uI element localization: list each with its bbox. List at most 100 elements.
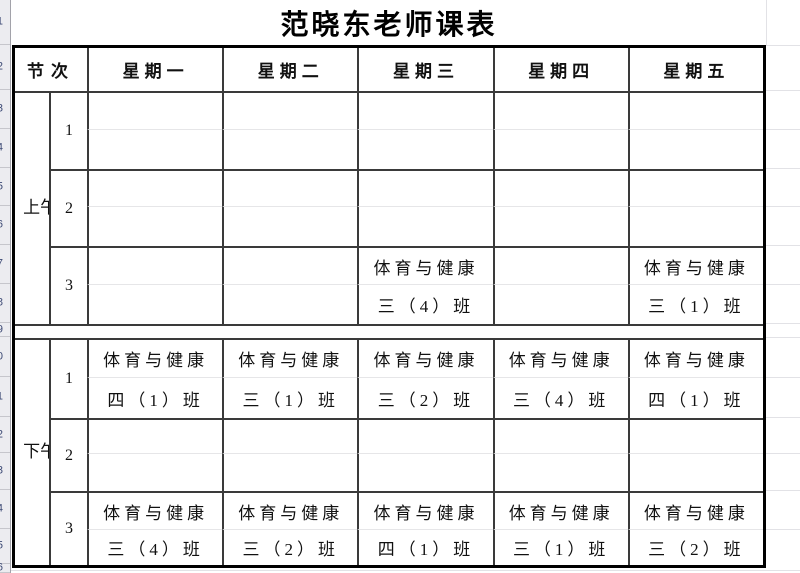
row-header[interactable]: 5 xyxy=(0,168,10,206)
schedule-cell[interactable] xyxy=(627,207,763,246)
schedule-cell[interactable] xyxy=(87,246,223,285)
gridline xyxy=(766,284,800,285)
schedule-cell[interactable] xyxy=(87,207,222,246)
row-header[interactable]: 11 xyxy=(0,377,10,417)
gridline xyxy=(766,0,767,45)
schedule-cell[interactable] xyxy=(222,169,358,207)
row-header[interactable]: 13 xyxy=(0,453,10,490)
section-label-pm[interactable]: 下午 xyxy=(15,338,49,565)
row-header[interactable]: 1 xyxy=(0,0,10,45)
row-header[interactable]: 16 xyxy=(0,562,10,573)
schedule-cell[interactable] xyxy=(492,285,628,324)
schedule-cell[interactable] xyxy=(222,246,358,285)
schedule-cell[interactable]: 三（4）班 xyxy=(492,378,628,418)
schedule-cell[interactable] xyxy=(357,169,493,207)
day-header-wed[interactable]: 星期三 xyxy=(357,48,492,91)
schedule-cell[interactable]: 体育与健康 xyxy=(492,338,628,378)
schedule-cell[interactable] xyxy=(357,418,493,454)
schedule-cell[interactable] xyxy=(222,91,358,130)
schedule-cell[interactable] xyxy=(357,207,492,246)
corner-header-cell[interactable]: 节次 xyxy=(27,62,75,81)
schedule-cell[interactable]: 体育与健康 xyxy=(222,338,358,378)
row-header[interactable]: 4 xyxy=(0,129,10,168)
row-header[interactable]: 14 xyxy=(0,490,10,529)
schedule-cell[interactable] xyxy=(87,418,223,454)
schedule-cell[interactable]: 三（2）班 xyxy=(627,530,763,565)
schedule-cell[interactable]: 四（1）班 xyxy=(627,378,763,418)
schedule-cell[interactable]: 体育与健康 xyxy=(627,491,763,530)
schedule-cell[interactable] xyxy=(492,169,628,207)
schedule-cell[interactable] xyxy=(492,418,628,454)
schedule-cell[interactable]: 三（2）班 xyxy=(222,530,357,565)
schedule-cell[interactable] xyxy=(87,91,223,130)
section-separator-row[interactable] xyxy=(15,324,763,338)
schedule-cell[interactable] xyxy=(627,130,763,169)
schedule-cell[interactable] xyxy=(87,169,223,207)
row-header[interactable]: 12 xyxy=(0,417,10,453)
period-number[interactable]: 1 xyxy=(49,91,87,169)
schedule-cell[interactable] xyxy=(222,207,357,246)
period-number[interactable]: 3 xyxy=(49,246,87,324)
row-header[interactable]: 10 xyxy=(0,337,10,377)
period-number[interactable]: 1 xyxy=(49,338,87,418)
row-header[interactable]: 6 xyxy=(0,206,10,245)
schedule-cell[interactable] xyxy=(87,130,222,169)
row-header[interactable]: 2 xyxy=(0,45,10,90)
row-header[interactable]: 7 xyxy=(0,245,10,284)
schedule-cell[interactable] xyxy=(222,418,358,454)
gridline xyxy=(766,245,800,246)
gridline xyxy=(766,417,800,418)
schedule-cell[interactable] xyxy=(492,454,628,491)
section-label-am[interactable]: 上午 xyxy=(15,91,49,324)
schedule-cell[interactable]: 体育与健康 xyxy=(627,246,763,285)
schedule-cell[interactable]: 体育与健康 xyxy=(222,491,358,530)
schedule-cell[interactable]: 体育与健康 xyxy=(87,338,223,378)
schedule-cell[interactable]: 体育与健康 xyxy=(627,338,763,378)
schedule-cell[interactable] xyxy=(627,169,763,207)
period-number[interactable]: 3 xyxy=(49,491,87,565)
gridline xyxy=(766,90,800,91)
schedule-cell[interactable]: 四（1）班 xyxy=(357,530,492,565)
schedule-cell[interactable] xyxy=(222,454,357,491)
schedule-cell[interactable] xyxy=(492,91,628,130)
schedule-cell[interactable] xyxy=(87,454,222,491)
schedule-cell[interactable] xyxy=(222,130,357,169)
schedule-cell[interactable]: 体育与健康 xyxy=(357,246,493,285)
schedule-cell[interactable] xyxy=(627,454,763,491)
schedule-cell[interactable] xyxy=(87,285,222,324)
schedule-cell[interactable]: 体育与健康 xyxy=(492,491,628,530)
gridline xyxy=(766,323,800,324)
period-number[interactable]: 2 xyxy=(49,169,87,246)
schedule-cell[interactable] xyxy=(492,130,628,169)
schedule-cell[interactable]: 三（1）班 xyxy=(627,285,763,324)
schedule-cell[interactable]: 三（2）班 xyxy=(357,378,492,418)
day-header-thu[interactable]: 星期四 xyxy=(492,48,628,91)
period-number[interactable]: 2 xyxy=(49,418,87,491)
day-header-mon[interactable]: 星期一 xyxy=(87,48,222,91)
schedule-cell[interactable]: 三（4）班 xyxy=(87,530,222,565)
schedule-cell[interactable]: 体育与健康 xyxy=(357,338,493,378)
gridline xyxy=(766,337,800,338)
schedule-cell[interactable] xyxy=(357,130,492,169)
row-header-strip: 1 2 3 4 5 6 7 8 9 10 11 12 13 14 15 16 xyxy=(0,0,11,573)
schedule-title[interactable]: 范晓东老师课表 xyxy=(280,9,498,41)
row-header[interactable]: 15 xyxy=(0,529,10,564)
schedule-cell[interactable]: 三（4）班 xyxy=(357,285,492,324)
schedule-cell[interactable]: 三（1）班 xyxy=(492,530,628,565)
schedule-cell[interactable]: 三（1）班 xyxy=(222,378,357,418)
schedule-cell[interactable] xyxy=(492,207,628,246)
schedule-cell[interactable]: 体育与健康 xyxy=(357,491,493,530)
day-header-tue[interactable]: 星期二 xyxy=(222,48,357,91)
row-header[interactable]: 8 xyxy=(0,284,10,323)
row-header[interactable]: 3 xyxy=(0,90,10,129)
schedule-cell[interactable] xyxy=(222,285,357,324)
row-header[interactable]: 9 xyxy=(0,323,10,337)
schedule-cell[interactable] xyxy=(627,418,763,454)
schedule-cell[interactable] xyxy=(492,246,628,285)
schedule-cell[interactable]: 四（1）班 xyxy=(87,378,222,418)
day-header-fri[interactable]: 星期五 xyxy=(627,48,763,91)
schedule-cell[interactable]: 体育与健康 xyxy=(87,491,223,530)
schedule-cell[interactable] xyxy=(627,91,763,130)
schedule-cell[interactable] xyxy=(357,454,492,491)
schedule-cell[interactable] xyxy=(357,91,493,130)
